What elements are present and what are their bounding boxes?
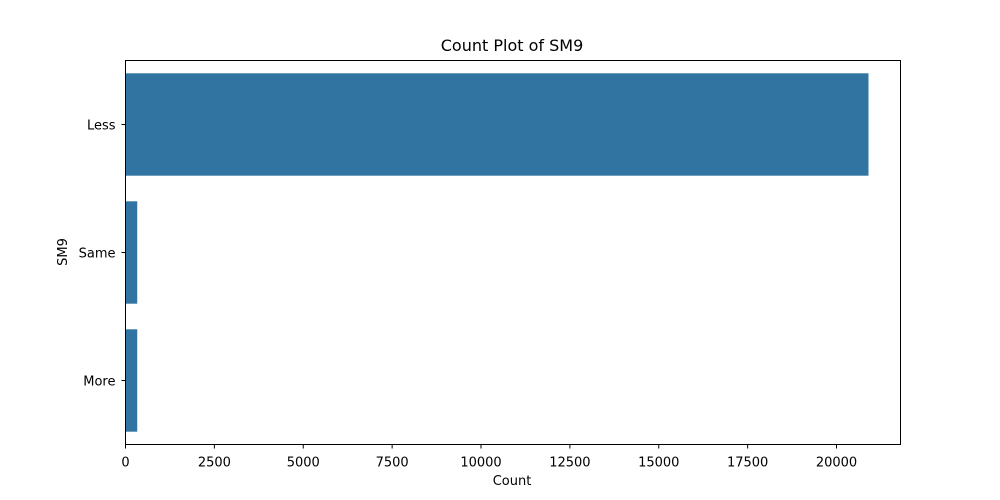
plot-frame xyxy=(125,60,901,445)
x-tick-label-2500: 2500 xyxy=(198,456,231,471)
x-tick-label-0: 0 xyxy=(121,456,129,471)
bar-more xyxy=(125,329,138,432)
y-axis-label: SM9 xyxy=(56,238,71,266)
x-tick-label-20000: 20000 xyxy=(816,456,857,471)
x-axis-ticks: 0 2500 5000 7500 10000 12500 15000 17500 20000 xyxy=(121,444,857,471)
x-axis-label: Count xyxy=(493,474,532,489)
chart-title: Count Plot of SM9 xyxy=(441,36,584,55)
x-tick-label-5000: 5000 xyxy=(287,456,320,471)
y-tick-label-same: Same xyxy=(79,247,116,262)
y-tick-label-less: Less xyxy=(87,119,116,134)
x-tick-label-15000: 15000 xyxy=(638,456,679,471)
bar-same xyxy=(125,201,138,304)
x-tick-label-10000: 10000 xyxy=(460,456,501,471)
y-axis-ticks: Less Same More xyxy=(79,119,126,390)
x-tick-label-7500: 7500 xyxy=(376,456,409,471)
bar-less xyxy=(125,73,869,176)
x-tick-label-17500: 17500 xyxy=(727,456,768,471)
x-tick-label-12500: 12500 xyxy=(549,456,590,471)
bars-group xyxy=(125,73,869,432)
y-tick-label-more: More xyxy=(83,375,115,390)
